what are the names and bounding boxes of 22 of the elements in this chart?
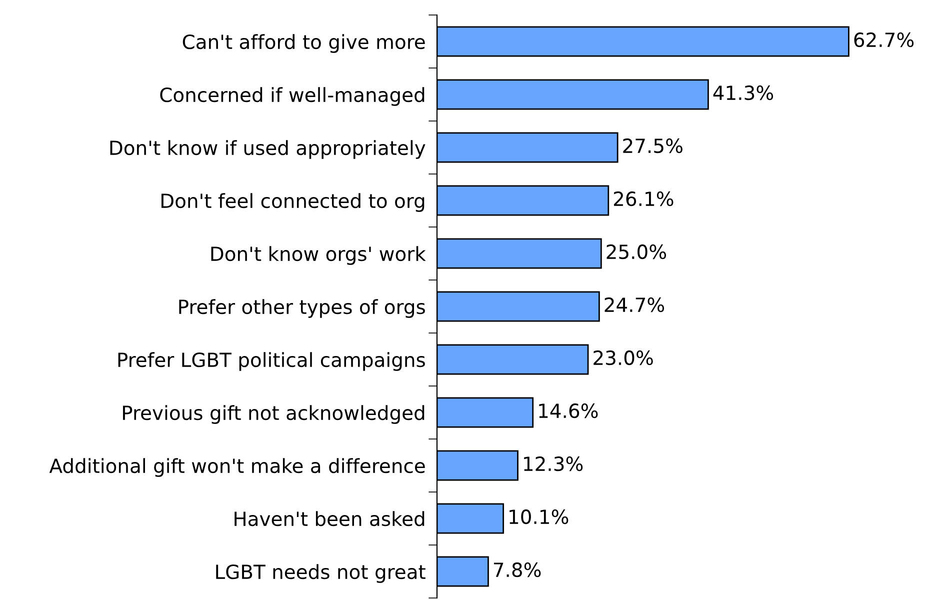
- data-label: 23.0%: [594, 350, 653, 366]
- y-tick-label: Can't afford to give more: [182, 34, 425, 53]
- data-label: 7.8%: [494, 562, 541, 578]
- y-tick-label: Don't know orgs' work: [211, 246, 426, 265]
- y-tick-label: Previous gift not acknowledged: [123, 405, 424, 424]
- data-label: 26.1%: [614, 191, 674, 206]
- y-tick-label: Prefer LGBT political campaigns: [118, 352, 425, 371]
- y-tick-label: Haven't been asked: [234, 511, 424, 526]
- y-tick-label: LGBT needs not great: [216, 564, 426, 583]
- y-tick-label: Don't feel connected to org: [162, 193, 424, 212]
- data-label: 25.0%: [606, 244, 666, 260]
- data-label: 24.7%: [604, 297, 664, 312]
- data-label: 41.3%: [713, 85, 774, 100]
- y-tick-label: Concerned if well-managed: [160, 87, 424, 106]
- data-label: 27.5%: [623, 138, 682, 154]
- data-label: 14.6%: [539, 403, 598, 418]
- data-label: 10.1%: [510, 509, 568, 524]
- y-tick-label: Additional gift won't make a difference: [49, 458, 425, 477]
- y-tick-label: Don't know if used appropriately: [110, 140, 426, 159]
- y-tick-label: Prefer other types of orgs: [179, 299, 425, 318]
- data-label: 12.3%: [524, 456, 583, 472]
- data-label: 62.7%: [854, 32, 914, 48]
